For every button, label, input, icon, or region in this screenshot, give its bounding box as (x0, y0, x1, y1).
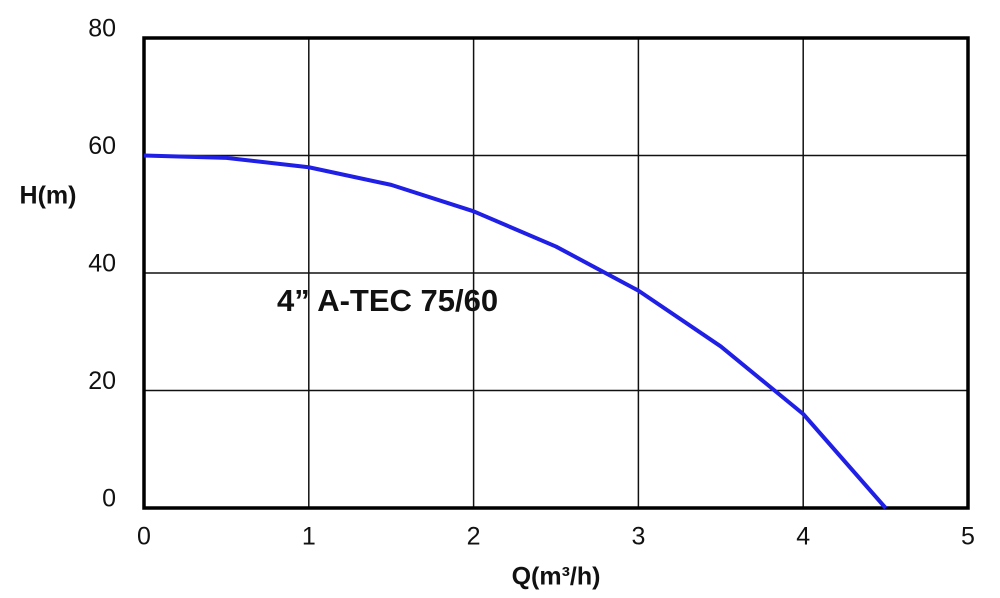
x-axis-label: Q(m³/h) (512, 563, 601, 591)
x-tick-label: 2 (467, 523, 481, 551)
y-tick-label: 40 (88, 250, 116, 278)
y-tick-label: 20 (88, 367, 116, 395)
line (143, 153, 888, 510)
y-tick-label: 0 (102, 485, 116, 513)
annotation: 4” A-TEC 75/60 (277, 283, 498, 318)
x-tick-label: 1 (302, 523, 316, 551)
x-tick-label: 4 (796, 523, 810, 551)
y-tick-label: 80 (88, 15, 116, 43)
plot-border (142, 36, 970, 510)
y-axis-label: H(m) (20, 182, 77, 210)
x-tick-label: 5 (961, 523, 975, 551)
x-tick-label: 3 (631, 523, 645, 551)
x-tick-label: 0 (137, 523, 151, 551)
y-tick-label: 60 (88, 132, 116, 160)
